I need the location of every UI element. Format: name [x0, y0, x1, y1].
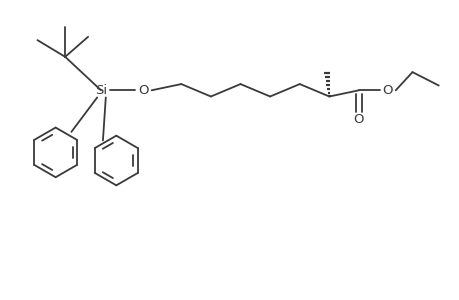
Text: O: O: [381, 84, 392, 97]
Text: O: O: [353, 113, 364, 126]
Text: Si: Si: [95, 84, 107, 97]
Text: O: O: [138, 84, 148, 97]
